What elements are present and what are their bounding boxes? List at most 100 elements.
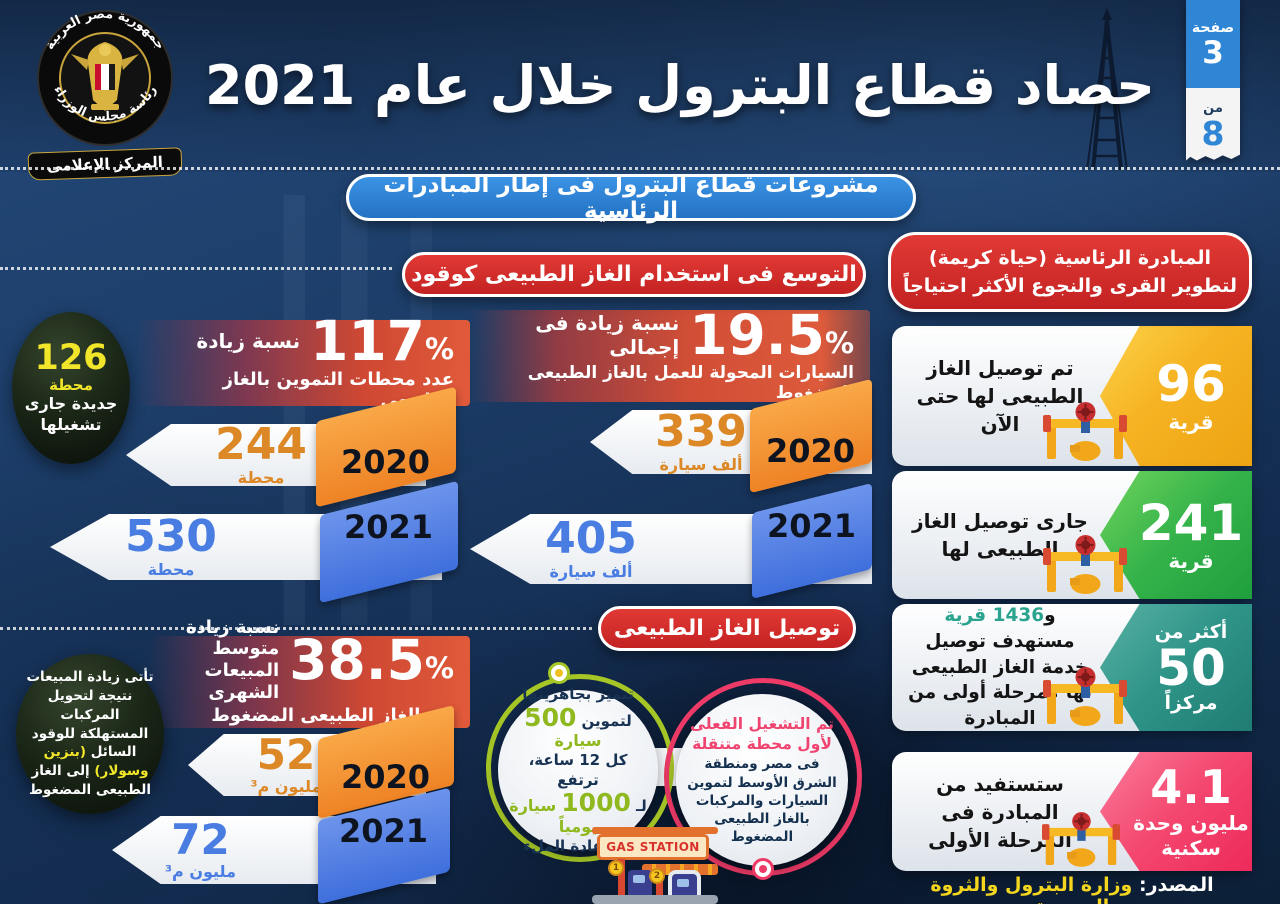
page-total: 8 bbox=[1201, 113, 1225, 153]
badge-line3: تشغيلها bbox=[40, 414, 102, 434]
sales-note-badge: تأتى زيادة المبيعات نتيجة لتحويل المركبا… bbox=[16, 654, 164, 814]
card-unit2: سكنية bbox=[1161, 835, 1221, 860]
dotted-divider bbox=[0, 167, 1280, 170]
badge-line2: جديدة جارى bbox=[24, 393, 118, 413]
cars-caption-1: نسبة زيادة فى إجمالى bbox=[535, 311, 680, 359]
initiative-card-in-progress: جارى توصيل الغاز الطبيعى لها 241 قرية bbox=[892, 471, 1252, 599]
page-title: حصاد قطاع البترول خلال عام 2021 bbox=[205, 54, 1155, 117]
stations-increase-band: % 117 نسبة زيادة عدد محطات التموين بالغا… bbox=[136, 313, 470, 411]
fuel-expansion-banner: التوسع فى استخدام الغاز الطبيعى كوقود bbox=[402, 252, 866, 297]
badge-value: 126 bbox=[34, 337, 108, 378]
page-indicator: صفحة 3 من 8 bbox=[1186, 0, 1240, 162]
page-of-label: من bbox=[1203, 100, 1223, 116]
mobile-station-circle: تم التشغيل الفعلى لأول محطة متنقلة فى مص… bbox=[676, 694, 848, 866]
initiative-banner-line1: المبادرة الرئاسية (حياة كريمة) bbox=[928, 246, 1212, 269]
stations-2020-unit: محطة bbox=[237, 468, 285, 487]
initiative-banner-line2: لتطوير القرى والنجوع الأكثر احتياجاً bbox=[902, 275, 1238, 297]
source-line: المصدر: وزارة البترول والثروة المعدنية bbox=[892, 874, 1252, 904]
pump-number-2: 2 bbox=[649, 868, 665, 884]
percent-sign: % bbox=[424, 332, 454, 367]
card-text: جارى توصيل الغاز الطبيعى لها bbox=[912, 509, 1088, 561]
card-text-highlight: 1436 قرية bbox=[944, 604, 1045, 626]
card-text: تم توصيل الغاز الطبيعى لها حتى الآن bbox=[916, 356, 1084, 436]
readiness-line2-number: 500 bbox=[524, 702, 577, 732]
card-unit: مليون وحدة bbox=[1133, 810, 1249, 835]
sales-2020-unit: مليون م³ bbox=[250, 777, 322, 796]
source-text: وزارة البترول والثروة المعدنية bbox=[930, 874, 1133, 904]
green-ring-node bbox=[548, 662, 570, 684]
sales-caption-1: نسبة زيادة متوسط bbox=[185, 616, 280, 660]
pink-ring-node bbox=[752, 858, 774, 880]
readiness-line2-unit: سيارة bbox=[554, 730, 602, 750]
gas-pipe-icon bbox=[1043, 535, 1127, 594]
gas-station-sign: GAS STATION bbox=[597, 834, 709, 860]
source-label: المصدر: bbox=[1138, 874, 1214, 896]
gas-station-post bbox=[618, 859, 625, 903]
gas-station-illustration: GAS STATION 1 2 bbox=[592, 827, 718, 904]
page-number: 3 bbox=[1202, 34, 1224, 71]
gas-station-post bbox=[656, 874, 663, 902]
gas-station-beam bbox=[592, 827, 718, 834]
cars-2021-value: 405 bbox=[545, 513, 637, 564]
stations-2021-unit: محطة bbox=[147, 560, 195, 579]
percent-sign: % bbox=[424, 651, 454, 686]
initiative-banner: المبادرة الرئاسية (حياة كريمة) لتطوير ال… bbox=[888, 232, 1252, 312]
card-text-pre: و bbox=[1044, 604, 1056, 626]
main-banner: مشروعات قطاع البترول فى إطار المبادرات ا… bbox=[346, 171, 916, 224]
gas-station-base bbox=[592, 895, 718, 904]
initiative-card-connected: تم توصيل الغاز الطبيعى لها حتى الآن 96 ق… bbox=[892, 326, 1252, 466]
sales-note-part2: إلى الغاز الطبيعى المضغوط bbox=[28, 763, 151, 799]
page-indicator-total: من 8 bbox=[1186, 88, 1240, 161]
badge-unit: محطة bbox=[49, 375, 93, 394]
mobile-station-highlight: تم التشغيل الفعلى لأول محطة متنقلة bbox=[690, 714, 834, 754]
stations-2021-value: 530 bbox=[125, 511, 217, 562]
cars-increase-band: % 19.5 نسبة زيادة فى إجمالى السيارات الم… bbox=[470, 302, 870, 403]
card-value-prefix: أكثر من bbox=[1154, 620, 1228, 643]
gas-station-canopy bbox=[642, 864, 718, 875]
fuel-expansion-banner-label: التوسع فى استخدام الغاز الطبيعى كوقود bbox=[411, 262, 857, 287]
emblem-banner-label: المركز الإعلامى bbox=[46, 152, 164, 176]
sales-2021-value: 72 bbox=[171, 815, 230, 864]
card-value: 96 bbox=[1156, 354, 1226, 413]
sales-note-part1: تأتى زيادة المبيعات نتيجة لتحويل المركبا… bbox=[26, 668, 154, 761]
readiness-line4-pre: لـ bbox=[635, 797, 647, 816]
card-chevron: 4.1 مليون وحدة سكنية bbox=[1100, 752, 1252, 871]
header-photo-overlay bbox=[0, 0, 1280, 172]
mobile-station-rest: فى مصر ومنطقة الشرق الأوسط لتموين السيار… bbox=[687, 756, 837, 846]
cars-2021-unit: ألف سيارة bbox=[549, 562, 633, 581]
gas-pipe-icon bbox=[1043, 402, 1127, 461]
readiness-line2-pre: لتموين bbox=[581, 711, 632, 730]
emblem-banner: المركز الإعلامى bbox=[27, 147, 183, 181]
readiness-line4-unit: سيارة يومياً bbox=[509, 796, 598, 836]
dotted-divider bbox=[0, 627, 592, 630]
card-unit: قرية bbox=[1168, 548, 1214, 573]
gas-pipe-icon bbox=[1042, 812, 1120, 867]
pump-number-1: 1 bbox=[608, 860, 624, 876]
card-unit: قرية bbox=[1168, 409, 1214, 434]
stations-caption-1: نسبة زيادة bbox=[196, 329, 301, 353]
card-text: ستستفيد من المبادرة فى المرحلة الأولى bbox=[928, 771, 1072, 852]
page-label: صفحة bbox=[1191, 19, 1235, 36]
card-value: 241 bbox=[1138, 493, 1244, 552]
emblem-seal: جمهورية مصر العربية رئاسة مجلس الوزراء bbox=[37, 6, 173, 146]
gas-delivery-banner: توصيل الغاز الطبيعى bbox=[598, 606, 856, 651]
card-value: 50 bbox=[1156, 638, 1226, 697]
main-banner-label: مشروعات قطاع البترول فى إطار المبادرات ا… bbox=[383, 171, 879, 224]
sales-note-highlight: (بنزين وسولار) bbox=[43, 744, 149, 780]
initiative-card-beneficiaries: ستستفيد من المبادرة فى المرحلة الأولى 4.… bbox=[892, 752, 1252, 871]
eagle-icon bbox=[71, 42, 139, 111]
sales-caption-2: المبيعات الشهرى bbox=[204, 660, 280, 703]
gas-delivery-banner-label: توصيل الغاز الطبيعى bbox=[613, 616, 841, 641]
card-unit: مركزاً bbox=[1164, 691, 1218, 714]
readiness-circle: تتميز بجاهزيتها لتموين 500 سيارة كل 12 س… bbox=[498, 685, 658, 855]
government-emblem: جمهورية مصر العربية رئاسة مجلس الوزراء ا… bbox=[22, 6, 188, 181]
cars-2020-value: 339 bbox=[655, 406, 747, 457]
stations-2020-value: 244 bbox=[215, 419, 307, 470]
sales-2021-unit: مليون م³ bbox=[165, 862, 236, 881]
cars-2020-unit: ألف سيارة bbox=[659, 455, 743, 474]
cars-percent: % 19.5 bbox=[689, 302, 854, 367]
readiness-line3: كل 12 ساعة، ترتفع bbox=[528, 750, 628, 789]
card-value: 4.1 bbox=[1150, 759, 1232, 814]
initiative-card-targeted: و1436 قرية مستهدف توصيل خدمة الغاز الطبي… bbox=[892, 604, 1252, 731]
